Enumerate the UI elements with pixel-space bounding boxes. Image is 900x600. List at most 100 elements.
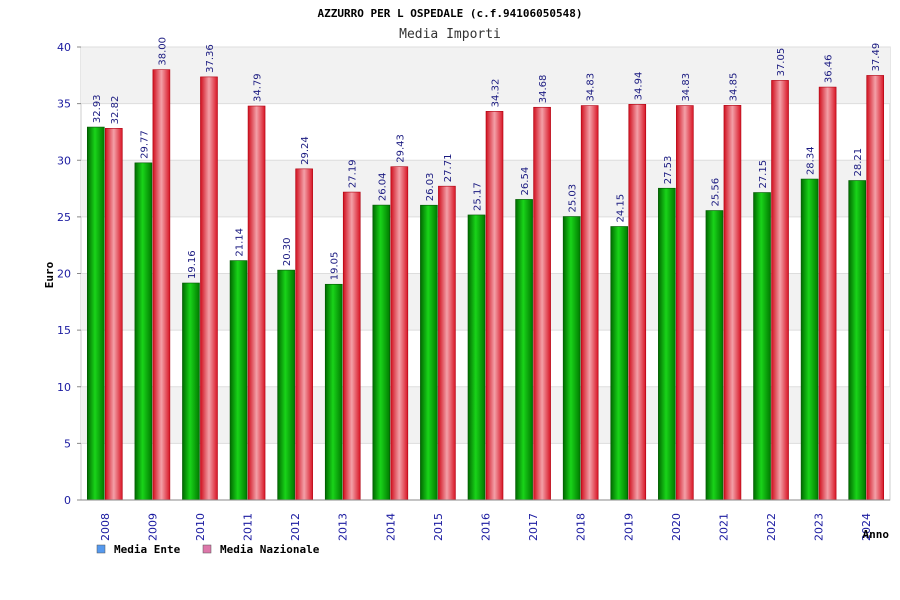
data-label: 32.93	[92, 94, 103, 123]
data-labels: 32.93 32.82 29.77 38.00 19.16 37.36 21.14 34.79…	[92, 37, 882, 280]
y-tick-label: 0	[64, 494, 71, 507]
x-tick-label: 2020	[670, 513, 683, 541]
data-label: 29.24	[300, 136, 311, 165]
data-label: 27.19	[348, 159, 359, 188]
bar-media-nazionale-2015	[438, 185, 456, 501]
data-label: 29.43	[395, 134, 406, 163]
data-label: 37.05	[776, 48, 787, 77]
data-label: 25.56	[710, 178, 721, 207]
x-tick-label: 2023	[813, 513, 826, 541]
bar-media-nazionale-2024	[866, 75, 885, 501]
bar-media-nazionale-2020	[676, 105, 694, 501]
y-tick-label: 15	[57, 324, 71, 337]
bar-media-ente-2010	[182, 282, 200, 501]
bar-media-nazionale-2014	[390, 166, 409, 501]
bar-media-nazionale-2010	[200, 76, 218, 501]
data-label: 34.83	[681, 73, 692, 102]
bar-media-nazionale-2021	[723, 105, 742, 501]
data-label: 37.36	[205, 44, 216, 73]
bar-media-ente-2019	[610, 226, 629, 501]
bar-media-nazionale-2008	[104, 128, 123, 501]
y-axis-ticks: 0 5 10 15 20 25 30 35 40	[57, 41, 81, 507]
y-axis-label: Euro	[43, 261, 56, 288]
y-tick-label: 40	[57, 41, 71, 54]
x-tick-label: 2016	[480, 513, 493, 541]
y-tick-label: 10	[57, 381, 71, 394]
y-tick-label: 5	[64, 437, 71, 450]
x-tick-label: 2013	[337, 513, 350, 541]
data-label: 20.30	[282, 237, 293, 266]
data-label: 37.49	[871, 43, 882, 72]
data-label: 34.79	[253, 73, 264, 102]
data-label: 27.15	[758, 160, 769, 189]
bar-media-ente-2009	[134, 162, 153, 501]
y-tick-label: 20	[57, 268, 71, 281]
y-tick-label: 30	[57, 154, 71, 167]
bars	[86, 69, 885, 501]
data-label: 19.16	[187, 250, 198, 279]
bar-media-nazionale-2011	[247, 105, 266, 501]
bar-media-ente-2013	[324, 283, 343, 501]
x-tick-label: 2012	[289, 513, 302, 541]
data-label: 34.94	[633, 72, 644, 101]
x-axis-ticks: 2008 2009 2010 2011 2012 2013 2014 2015 2016 2017…	[81, 499, 890, 541]
x-tick-label: 2017	[527, 513, 540, 541]
data-label: 24.15	[615, 194, 626, 223]
legend-label-media-nazionale: Media Nazionale	[220, 543, 320, 556]
bar-media-nazionale-2022	[771, 80, 789, 501]
data-label: 34.68	[538, 75, 549, 104]
bar-media-ente-2012	[277, 269, 295, 501]
bar-media-ente-2008	[86, 126, 105, 501]
legend-swatch-media-nazionale	[202, 544, 212, 554]
bar-media-nazionale-2017	[533, 106, 551, 501]
data-label: 34.83	[586, 73, 597, 102]
chart-title: AZZURRO PER L OSPEDALE (c.f.94106050548)	[318, 7, 583, 20]
bar-media-ente-2024	[848, 180, 867, 501]
x-tick-label: 2024	[860, 513, 873, 541]
data-label: 19.05	[330, 252, 341, 281]
legend-label-media-ente: Media Ente	[114, 543, 181, 556]
bar-media-ente-2020	[658, 187, 676, 501]
bar-media-nazionale-2016	[485, 111, 504, 501]
x-tick-label: 2019	[622, 513, 635, 541]
data-label: 25.03	[568, 184, 579, 213]
bar-media-ente-2016	[467, 214, 486, 501]
legend: Media Ente Media Nazionale	[96, 543, 320, 556]
bar-media-ente-2022	[753, 192, 771, 501]
data-label: 25.17	[473, 182, 484, 211]
bar-media-ente-2015	[420, 204, 438, 501]
bar-media-ente-2018	[562, 216, 581, 501]
bar-media-ente-2017	[515, 199, 533, 501]
y-tick-label: 25	[57, 211, 71, 224]
data-label: 28.21	[853, 148, 864, 177]
bar-media-ente-2011	[229, 260, 248, 501]
bar-media-nazionale-2023	[818, 86, 837, 501]
x-tick-label: 2010	[194, 513, 207, 541]
chart-subtitle: Media Importi	[399, 27, 501, 42]
data-label: 34.32	[491, 79, 502, 108]
data-label: 26.54	[520, 167, 531, 196]
x-tick-label: 2008	[99, 513, 112, 541]
data-label: 27.53	[663, 156, 674, 185]
bar-media-ente-2021	[705, 210, 724, 501]
bar-media-nazionale-2013	[342, 191, 361, 501]
x-tick-label: 2014	[384, 513, 397, 541]
x-tick-label: 2009	[146, 513, 159, 541]
data-label: 27.71	[443, 154, 454, 183]
bar-media-ente-2014	[372, 204, 391, 501]
legend-swatch-media-ente	[96, 544, 106, 554]
data-label: 29.77	[139, 130, 150, 159]
data-label: 34.85	[728, 73, 739, 102]
x-tick-label: 2015	[432, 513, 445, 541]
bar-media-nazionale-2009	[152, 69, 171, 501]
y-tick-label: 35	[57, 98, 71, 111]
data-label: 32.82	[110, 96, 121, 125]
bar-media-nazionale-2012	[295, 168, 313, 501]
x-tick-label: 2011	[242, 513, 255, 541]
bar-media-nazionale-2018	[580, 105, 599, 501]
data-label: 36.46	[824, 54, 835, 83]
data-label: 38.00	[157, 37, 168, 66]
data-label: 21.14	[235, 228, 246, 257]
bar-media-nazionale-2019	[628, 104, 647, 501]
